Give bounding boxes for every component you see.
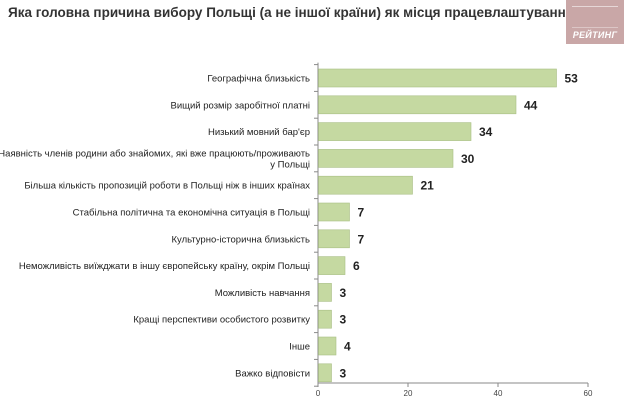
bar-value-label: 6	[353, 259, 360, 273]
bar	[318, 256, 346, 275]
category-label: Неможливість виїжджати в іншу європейськ…	[19, 261, 310, 272]
bar-value-label: 34	[479, 125, 493, 139]
category-label: Культурно-історична близькість	[172, 234, 311, 245]
x-tick-label: 40	[494, 389, 503, 398]
bar	[318, 229, 350, 249]
logo-text: РЕЙТИНГ	[572, 30, 618, 40]
category-label: Кращі перспективи особистого розвитку	[133, 315, 310, 326]
category-label: Важко відповісти	[235, 368, 310, 379]
bar	[318, 336, 337, 356]
x-tick-label: 0	[316, 389, 321, 398]
category-label: Наявність членів родини або знайомих, як…	[0, 148, 310, 159]
bar-value-label: 21	[421, 179, 435, 193]
bar	[318, 309, 332, 329]
bar-value-label: 53	[565, 72, 579, 86]
category-label: Вищий розмір заробітної платні	[171, 100, 310, 111]
logo-decoration	[572, 6, 618, 28]
bar	[318, 95, 517, 115]
category-label: у Польщі	[270, 159, 310, 170]
x-tick-label: 20	[404, 389, 413, 398]
bar	[318, 363, 332, 383]
bar	[318, 175, 413, 195]
bar	[318, 149, 454, 168]
chart-title: Яка головна причина вибору Польщі (а не …	[8, 5, 582, 20]
bar	[318, 68, 557, 88]
category-label: Можливість навчання	[215, 288, 310, 299]
bar	[318, 122, 472, 141]
category-label: Стабільна політична та економічна ситуац…	[73, 208, 310, 219]
category-label: Географічна близькість	[207, 74, 310, 85]
bar-value-label: 3	[340, 286, 347, 300]
bar	[318, 202, 350, 222]
x-tick-label: 60	[584, 389, 593, 398]
bar-value-label: 4	[344, 340, 351, 354]
category-label: Низький мовний бар'єр	[208, 127, 310, 138]
rating-logo: РЕЙТИНГ	[566, 0, 624, 44]
category-label: Інше	[289, 342, 310, 353]
bar-value-label: 3	[340, 366, 347, 380]
bar-value-label: 44	[524, 98, 538, 112]
bar	[318, 283, 332, 302]
category-label: Більша кількість пропозицій роботи в Пол…	[24, 181, 310, 192]
bar-value-label: 30	[461, 152, 475, 166]
bar-value-label: 3	[340, 313, 347, 327]
bar-value-label: 7	[358, 232, 365, 246]
bar-value-label: 7	[358, 206, 365, 220]
